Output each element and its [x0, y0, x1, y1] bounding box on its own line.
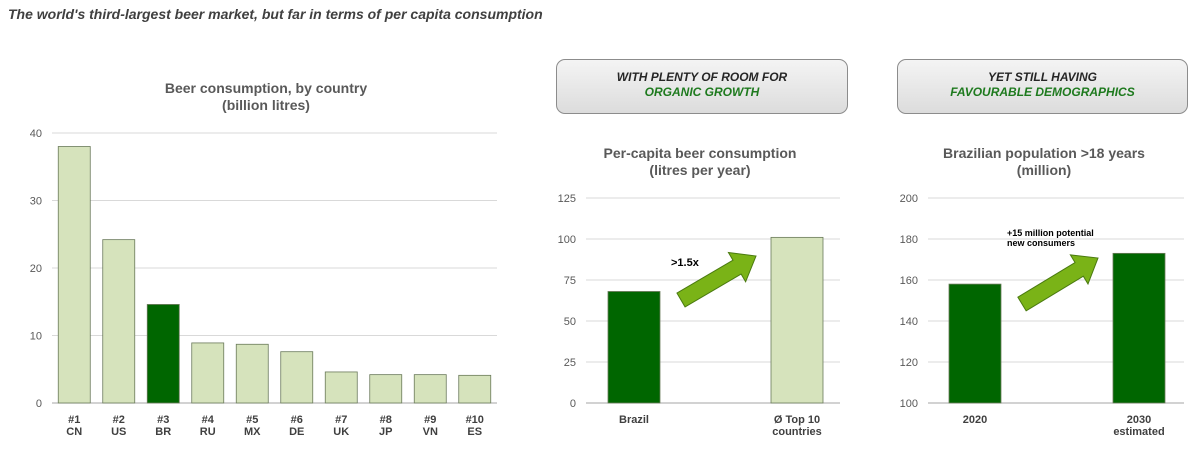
chart-subtitle: (litres per year): [649, 162, 751, 178]
x-tick-label: BR: [155, 426, 171, 438]
bar: [948, 283, 1002, 404]
x-tick-label: Brazil: [619, 414, 649, 426]
growth-arrow-icon: [676, 251, 757, 308]
banner-line-2: FAVOURABLE DEMOGRAPHICS: [950, 85, 1135, 99]
page-headline: The world's third-largest beer market, b…: [8, 6, 543, 22]
banner-demographics: YET STILL HAVING FAVOURABLE DEMOGRAPHICS: [897, 59, 1188, 114]
chart-title-per-capita: Per-capita beer consumption (litres per …: [550, 145, 850, 179]
y-tick-label: 160: [900, 275, 918, 287]
x-tick-label: #9: [424, 414, 436, 426]
banner-organic-growth: WITH PLENTY OF ROOM FOR ORGANIC GROWTH: [556, 59, 848, 114]
x-tick-label: DE: [289, 426, 304, 438]
x-tick-label: #8: [380, 414, 392, 426]
x-tick-label: CN: [66, 426, 82, 438]
bar: [235, 343, 269, 404]
y-tick-label: 100: [900, 398, 918, 410]
x-tick-label: #4: [202, 414, 215, 426]
y-tick-label: 20: [30, 263, 42, 275]
x-tick-label: 2030: [1127, 414, 1151, 426]
annotation-label: >1.5x: [671, 257, 700, 269]
x-tick-label: MX: [244, 426, 261, 438]
y-tick-label: 100: [558, 234, 576, 246]
x-tick-label: #7: [335, 414, 347, 426]
bar: [191, 342, 225, 404]
chart-title-population: Brazilian population >18 years (million): [894, 145, 1194, 179]
y-tick-label: 10: [30, 331, 42, 343]
x-tick-label: VN: [423, 426, 438, 438]
bar: [369, 374, 403, 404]
y-tick-label: 125: [558, 193, 576, 205]
x-tick-label: #3: [157, 414, 169, 426]
y-tick-label: 25: [564, 357, 576, 369]
x-tick-label: US: [111, 426, 126, 438]
x-tick-label: 2020: [963, 414, 987, 426]
chart-subtitle: (million): [1016, 162, 1072, 178]
x-tick-label: UK: [333, 426, 349, 438]
x-tick-label: Ø Top 10: [774, 414, 820, 426]
y-tick-label: 140: [900, 316, 918, 328]
y-tick-label: 0: [570, 398, 576, 410]
bar: [57, 146, 91, 404]
bar: [458, 374, 492, 404]
x-tick-label: #10: [466, 414, 484, 426]
chart-title-consumption: Beer consumption, by country (billion li…: [96, 80, 436, 114]
chart-title: Brazilian population >18 years: [943, 145, 1145, 161]
y-tick-label: 0: [36, 398, 42, 410]
chart-title: Per-capita beer consumption: [603, 145, 797, 161]
x-tick-label: ES: [467, 426, 482, 438]
bar: [770, 236, 824, 404]
y-tick-label: 30: [30, 196, 42, 208]
chart-title: Beer consumption, by country: [164, 80, 368, 96]
y-tick-label: 50: [564, 316, 576, 328]
y-tick-label: 40: [30, 128, 42, 140]
x-tick-label: #1: [68, 414, 80, 426]
x-tick-label: countries: [772, 426, 822, 438]
bar: [324, 371, 358, 404]
x-tick-label: #2: [113, 414, 125, 426]
bar: [607, 291, 661, 404]
y-tick-label: 200: [900, 193, 918, 205]
bar: [413, 374, 447, 404]
x-tick-label: #6: [291, 414, 303, 426]
banner-line-2: ORGANIC GROWTH: [644, 85, 760, 99]
x-tick-label: RU: [200, 426, 216, 438]
bar: [1112, 252, 1166, 404]
y-tick-label: 180: [900, 234, 918, 246]
bar: [102, 239, 136, 404]
growth-arrow-icon: [1017, 254, 1099, 312]
annotation-label: +15 million potential: [1007, 228, 1094, 238]
x-tick-label: #5: [246, 414, 258, 426]
banner-line-1: WITH PLENTY OF ROOM FOR: [616, 70, 788, 84]
chart-subtitle: (billion litres): [222, 97, 310, 113]
banner-line-1: YET STILL HAVING: [988, 70, 1097, 84]
bar: [146, 304, 180, 404]
y-tick-label: 75: [564, 275, 576, 287]
y-tick-label: 120: [900, 357, 918, 369]
annotation-label: new consumers: [1007, 238, 1075, 248]
bar: [280, 351, 314, 404]
x-tick-label: JP: [379, 426, 392, 438]
x-tick-label: estimated: [1113, 426, 1164, 438]
